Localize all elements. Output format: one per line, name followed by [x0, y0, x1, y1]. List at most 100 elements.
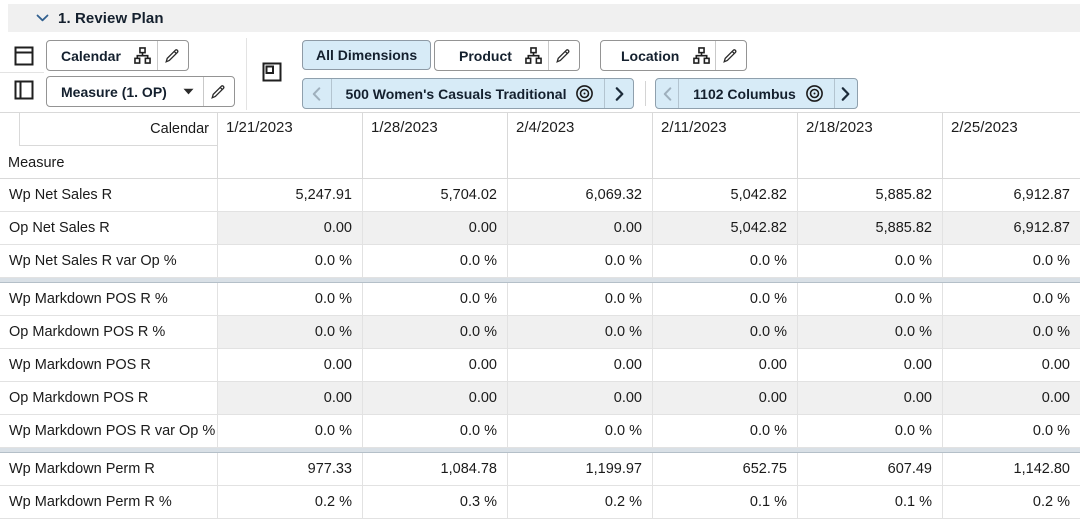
- value-cell[interactable]: 0.00: [217, 212, 362, 244]
- value-cell[interactable]: 0.0 %: [362, 316, 507, 348]
- edit-measure-pencil-icon[interactable]: [206, 77, 230, 106]
- product-current-position[interactable]: 500 Women's Casuals Traditional: [332, 79, 605, 108]
- value-cell[interactable]: 0.1 %: [797, 486, 942, 518]
- value-cell[interactable]: 0.0 %: [362, 245, 507, 277]
- value-cell[interactable]: 0.0 %: [362, 415, 507, 447]
- measure-label[interactable]: Wp Markdown POS R: [0, 349, 217, 381]
- product-next-button[interactable]: [605, 79, 633, 108]
- value-cell[interactable]: 0.0 %: [652, 283, 797, 315]
- target-icon[interactable]: [805, 84, 824, 103]
- location-prev-button[interactable]: [656, 79, 678, 108]
- measure-label[interactable]: Op Net Sales R: [0, 212, 217, 244]
- column-header[interactable]: 1/21/2023: [217, 113, 362, 179]
- value-cell[interactable]: 0.0 %: [507, 316, 652, 348]
- location-current-position[interactable]: 1102 Columbus: [679, 79, 834, 108]
- column-header[interactable]: 2/18/2023: [797, 113, 942, 179]
- measure-label[interactable]: Wp Markdown POS R %: [0, 283, 217, 315]
- value-cell[interactable]: 0.0 %: [797, 316, 942, 348]
- value-cell[interactable]: 0.0 %: [217, 415, 362, 447]
- calendar-axis-tile[interactable]: Calendar: [20, 113, 217, 146]
- value-cell[interactable]: 0.1 %: [652, 486, 797, 518]
- value-cell[interactable]: 0.0 %: [362, 283, 507, 315]
- column-header[interactable]: 2/25/2023: [942, 113, 1080, 179]
- value-cell[interactable]: 0.00: [942, 382, 1080, 414]
- value-cell[interactable]: 0.00: [942, 349, 1080, 381]
- column-header[interactable]: 2/11/2023: [652, 113, 797, 179]
- edit-location-pencil-icon[interactable]: [718, 41, 742, 70]
- collapse-panel-button[interactable]: [36, 14, 49, 22]
- value-cell[interactable]: 0.0 %: [942, 415, 1080, 447]
- value-cell[interactable]: 0.0 %: [507, 415, 652, 447]
- value-cell[interactable]: 0.0 %: [797, 245, 942, 277]
- value-cell[interactable]: 1,199.97: [507, 453, 652, 485]
- value-cell[interactable]: 0.0 %: [217, 245, 362, 277]
- value-cell[interactable]: 0.2 %: [217, 486, 362, 518]
- value-cell[interactable]: 6,912.87: [942, 212, 1080, 244]
- measure-label[interactable]: Op Markdown POS R: [0, 382, 217, 414]
- product-prev-button[interactable]: [303, 79, 331, 108]
- value-cell[interactable]: 652.75: [652, 453, 797, 485]
- measure-label[interactable]: Wp Net Sales R var Op %: [0, 245, 217, 277]
- value-cell[interactable]: 0.2 %: [507, 486, 652, 518]
- value-cell[interactable]: 0.00: [217, 382, 362, 414]
- measure-label[interactable]: Wp Markdown POS R var Op %: [0, 415, 217, 447]
- product-dimension-button[interactable]: Product: [434, 40, 580, 71]
- value-cell[interactable]: 1,084.78: [362, 453, 507, 485]
- measure-axis-tile[interactable]: Measure: [8, 154, 65, 171]
- value-cell[interactable]: 5,042.82: [652, 212, 797, 244]
- value-cell[interactable]: 0.0 %: [217, 283, 362, 315]
- value-cell[interactable]: 0.0 %: [942, 316, 1080, 348]
- value-cell[interactable]: 5,885.82: [797, 179, 942, 211]
- value-cell[interactable]: 5,247.91: [217, 179, 362, 211]
- value-cell[interactable]: 0.00: [507, 212, 652, 244]
- value-cell[interactable]: 0.00: [217, 349, 362, 381]
- value-cell[interactable]: 0.0 %: [217, 316, 362, 348]
- value-cell[interactable]: 0.0 %: [942, 245, 1080, 277]
- column-header[interactable]: 1/28/2023: [362, 113, 507, 179]
- edit-calendar-pencil-icon[interactable]: [160, 41, 184, 70]
- value-cell[interactable]: 0.00: [507, 349, 652, 381]
- value-cell[interactable]: 0.00: [362, 212, 507, 244]
- measure-label[interactable]: Wp Net Sales R: [0, 179, 217, 211]
- value-cell[interactable]: 0.00: [652, 349, 797, 381]
- value-cell[interactable]: 0.0 %: [507, 283, 652, 315]
- value-cell[interactable]: 0.00: [652, 382, 797, 414]
- column-header[interactable]: 2/4/2023: [507, 113, 652, 179]
- measure-label[interactable]: Wp Markdown Perm R %: [0, 486, 217, 518]
- value-cell[interactable]: 0.0 %: [507, 245, 652, 277]
- value-cell[interactable]: 0.00: [797, 382, 942, 414]
- value-cell[interactable]: 0.3 %: [362, 486, 507, 518]
- value-cell[interactable]: 0.0 %: [652, 245, 797, 277]
- value-cell[interactable]: 5,704.02: [362, 179, 507, 211]
- value-cell[interactable]: 6,069.32: [507, 179, 652, 211]
- value-cell[interactable]: 0.00: [362, 382, 507, 414]
- value-cell[interactable]: 0.0 %: [797, 283, 942, 315]
- edit-product-pencil-icon[interactable]: [551, 41, 575, 70]
- value-cell[interactable]: 0.00: [797, 349, 942, 381]
- value-cell[interactable]: 1,142.80: [942, 453, 1080, 485]
- value-cell[interactable]: 5,885.82: [797, 212, 942, 244]
- value-cell[interactable]: 977.33: [217, 453, 362, 485]
- all-dimensions-button[interactable]: All Dimensions: [302, 40, 432, 70]
- value-cell[interactable]: 0.00: [362, 349, 507, 381]
- value-cell[interactable]: 0.0 %: [652, 316, 797, 348]
- hierarchy-icon[interactable]: [131, 41, 155, 70]
- value-cell[interactable]: 6,912.87: [942, 179, 1080, 211]
- target-icon[interactable]: [575, 84, 594, 103]
- value-cell[interactable]: 0.0 %: [652, 415, 797, 447]
- measure-label[interactable]: Wp Markdown Perm R: [0, 453, 217, 485]
- calendar-axis-button[interactable]: Calendar: [46, 40, 189, 71]
- measure-label[interactable]: Op Markdown POS R %: [0, 316, 217, 348]
- value-cell[interactable]: 0.0 %: [797, 415, 942, 447]
- value-cell[interactable]: 607.49: [797, 453, 942, 485]
- measure-axis-button[interactable]: Measure (1. OP): [46, 76, 235, 107]
- value-cell[interactable]: 0.2 %: [942, 486, 1080, 518]
- value-cell[interactable]: 0.00: [507, 382, 652, 414]
- hierarchy-icon[interactable]: [689, 41, 713, 70]
- location-next-button[interactable]: [835, 79, 857, 108]
- hierarchy-icon[interactable]: [522, 41, 546, 70]
- location-dimension-button[interactable]: Location: [600, 40, 748, 71]
- value-cell[interactable]: 5,042.82: [652, 179, 797, 211]
- value-cell[interactable]: 0.0 %: [942, 283, 1080, 315]
- caret-down-icon[interactable]: [177, 77, 201, 106]
